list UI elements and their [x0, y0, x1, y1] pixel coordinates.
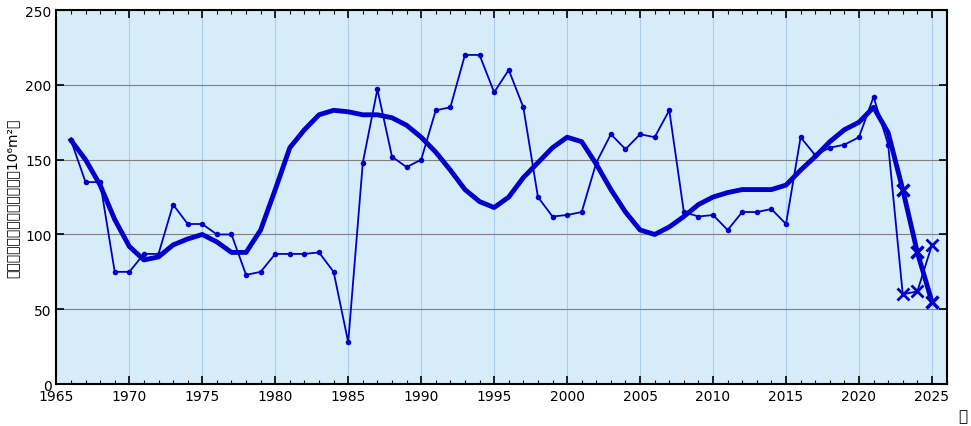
Text: 年: 年: [958, 409, 967, 423]
Y-axis label: 北太平洋回帰線水の断面積（10⁶m²）: 北太平洋回帰線水の断面積（10⁶m²）: [6, 118, 19, 277]
